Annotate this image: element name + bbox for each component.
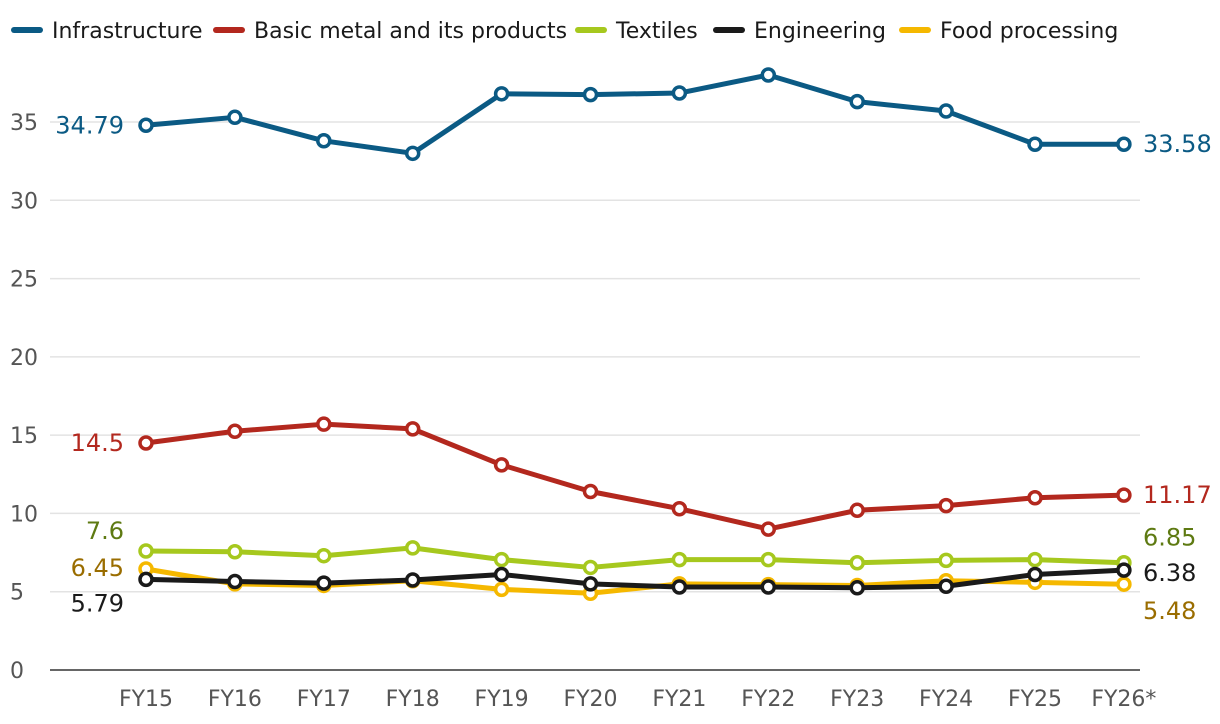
- data-point-basic-metal-and-its-products: [1116, 487, 1132, 503]
- data-point-textiles: [404, 540, 421, 556]
- data-point-basic-metal-and-its-products: [849, 502, 865, 519]
- data-point-textiles: [138, 543, 154, 559]
- x-tick-label: FY23: [830, 687, 884, 712]
- y-tick-label: 10: [10, 502, 38, 527]
- series-line-basic-metal-and-its-products: [143, 421, 1127, 532]
- data-point-textiles: [849, 554, 865, 571]
- data-point-basic-metal-and-its-products: [582, 483, 599, 500]
- data-point-engineering: [138, 571, 154, 588]
- data-label-first-food-processing: 6.45: [71, 554, 124, 582]
- data-point-engineering: [493, 566, 510, 583]
- data-point-engineering: [316, 575, 332, 591]
- data-point-infrastructure: [316, 133, 332, 149]
- data-label-last-food-processing: 5.48: [1143, 597, 1196, 625]
- data-point-engineering: [404, 572, 421, 588]
- y-tick-label: 15: [10, 424, 38, 449]
- data-point-textiles: [671, 551, 688, 568]
- data-point-infrastructure: [760, 67, 777, 83]
- x-tick-label: FY16: [208, 687, 262, 712]
- data-point-basic-metal-and-its-products: [138, 435, 154, 451]
- data-label-last-textiles: 6.85: [1143, 524, 1196, 552]
- data-label-first-infrastructure: 34.79: [55, 111, 124, 139]
- legend-label-food-processing: Food processing: [940, 19, 1118, 44]
- x-tick-label: FY21: [652, 687, 706, 712]
- data-point-basic-metal-and-its-products: [671, 500, 688, 517]
- data-point-infrastructure: [1116, 136, 1132, 152]
- data-point-food-processing: [1116, 576, 1132, 592]
- x-tick-label: FY24: [919, 687, 973, 712]
- data-label-last-basic-metal-and-its-products: 11.17: [1143, 481, 1212, 509]
- legend-label-basic-metal-and-its-products: Basic metal and its products: [254, 19, 567, 44]
- y-tick-label: 20: [10, 346, 38, 371]
- x-tick-label: FY20: [563, 687, 617, 712]
- x-tick-label: FY18: [386, 687, 440, 712]
- data-label-first-textiles: 7.6: [86, 517, 124, 545]
- legend: Infrastructure Basic metal and its produc…: [11, 19, 1118, 44]
- y-tick-label: 30: [10, 189, 38, 214]
- data-point-basic-metal-and-its-products: [493, 457, 510, 473]
- x-tick-label: FY22: [741, 687, 795, 712]
- data-point-textiles: [760, 551, 777, 568]
- y-tick-label: 5: [10, 581, 24, 606]
- data-point-engineering: [582, 576, 599, 592]
- data-point-engineering: [849, 580, 865, 596]
- data-point-basic-metal-and-its-products: [938, 497, 954, 514]
- series-line-textiles: [143, 545, 1127, 570]
- y-tick-label: 35: [10, 111, 38, 136]
- data-point-infrastructure: [582, 86, 599, 103]
- data-point-infrastructure: [227, 109, 243, 126]
- data-point-textiles: [493, 551, 510, 568]
- data-point-infrastructure: [404, 145, 421, 162]
- data-point-basic-metal-and-its-products: [404, 421, 421, 437]
- data-point-basic-metal-and-its-products: [316, 416, 332, 432]
- x-tick-label: FY26*: [1091, 687, 1156, 712]
- data-point-infrastructure: [493, 86, 510, 102]
- data-point-basic-metal-and-its-products: [760, 521, 777, 537]
- series-line-infrastructure: [143, 72, 1127, 156]
- data-point-textiles: [316, 547, 332, 564]
- data-point-engineering: [227, 573, 243, 590]
- data-label-last-infrastructure: 33.58: [1143, 130, 1212, 158]
- y-tick-label: 0: [10, 659, 24, 684]
- data-point-engineering: [1027, 566, 1043, 583]
- data-point-engineering: [938, 578, 954, 594]
- data-point-infrastructure: [1027, 136, 1043, 152]
- data-point-engineering: [760, 579, 777, 595]
- x-tick-label: FY19: [475, 687, 529, 712]
- legend-label-textiles: Textiles: [615, 19, 698, 44]
- data-point-food-processing: [493, 581, 510, 598]
- data-point-infrastructure: [849, 93, 865, 110]
- data-label-first-basic-metal-and-its-products: 14.5: [71, 429, 124, 457]
- data-point-engineering: [671, 579, 688, 595]
- data-point-infrastructure: [671, 85, 688, 101]
- data-point-infrastructure: [938, 103, 954, 119]
- legend-label-infrastructure: Infrastructure: [52, 19, 203, 44]
- gridlines: [50, 121, 1140, 593]
- x-tick-label: FY17: [297, 687, 351, 712]
- x-tick-label: FY15: [119, 687, 173, 712]
- data-point-engineering: [1116, 562, 1132, 578]
- series-line-engineering: [143, 567, 1127, 591]
- data-point-textiles: [938, 552, 954, 569]
- data-point-textiles: [227, 544, 243, 560]
- y-tick-label: 25: [10, 268, 38, 293]
- data-label-last-engineering: 6.38: [1143, 559, 1196, 587]
- data-label-first-engineering: 5.79: [71, 589, 124, 617]
- data-point-basic-metal-and-its-products: [227, 423, 243, 439]
- data-point-basic-metal-and-its-products: [1027, 490, 1043, 506]
- data-point-textiles: [582, 559, 599, 576]
- data-point-infrastructure: [138, 117, 154, 134]
- legend-label-engineering: Engineering: [754, 19, 886, 44]
- x-tick-label: FY25: [1008, 687, 1062, 712]
- data-point-textiles: [1027, 551, 1043, 568]
